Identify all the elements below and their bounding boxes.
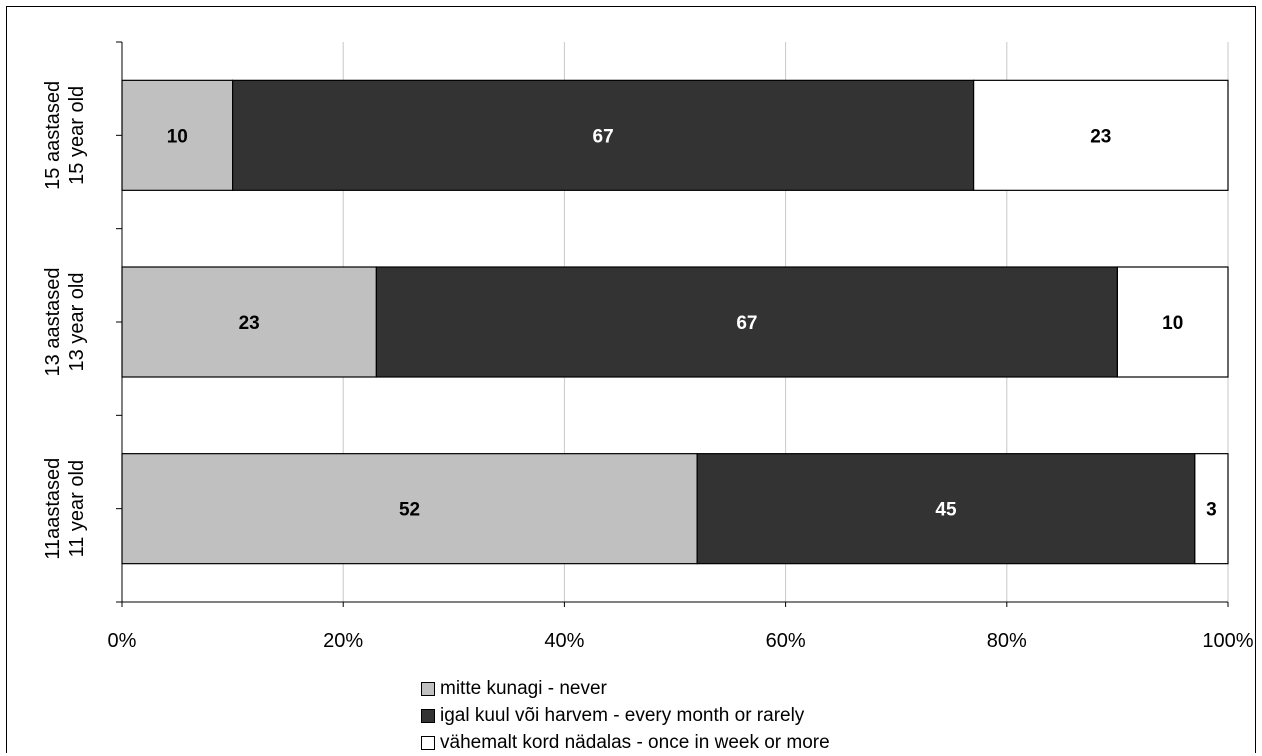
- chart-frame: 52 45 3 11aastased 11 year old 23 67 10 13 aasta…: [6, 6, 1256, 753]
- bar-segment: [1116, 266, 1229, 378]
- data-label: 45: [935, 500, 957, 521]
- legend: mitte kunagi - never igal kuul või harve…: [421, 675, 830, 756]
- category-label-line: 11 year old: [66, 460, 88, 557]
- legend-swatch-weekly: [421, 735, 435, 750]
- category-label-line: 11aastased: [42, 458, 64, 560]
- x-tick-label: 20%: [323, 630, 363, 652]
- category-label-line: 15 year old: [66, 86, 88, 185]
- x-tick-label: 80%: [987, 630, 1027, 652]
- bar-segment: [1194, 453, 1229, 565]
- legend-item-monthly: igal kuul või harvem - every month or ra…: [421, 702, 830, 729]
- x-tick-label: 100%: [1202, 630, 1253, 652]
- bar-segment: [973, 79, 1229, 191]
- data-label: 23: [1090, 126, 1111, 147]
- data-label: 67: [593, 126, 614, 147]
- category-label: 15 aastased 15 year old: [42, 81, 88, 190]
- category-label-line: 13 aastased: [42, 268, 64, 377]
- data-label: 23: [239, 313, 260, 334]
- legend-label-monthly: igal kuul või harvem - every month or ra…: [440, 705, 805, 726]
- bar-segment: [375, 266, 1119, 378]
- x-tick-label: 40%: [544, 630, 584, 652]
- data-label: 67: [736, 313, 757, 334]
- data-label: 10: [1162, 313, 1183, 334]
- bar-segment: [121, 453, 698, 565]
- stacked-bar-chart: 52 45 3 11aastased 11 year old 23 67 10 13 aasta…: [42, 41, 1254, 652]
- x-tick-label: 60%: [766, 630, 806, 652]
- category-label-line: 13 year old: [66, 273, 88, 372]
- category-label-line: 15 aastased: [42, 81, 64, 190]
- category-label: 11aastased 11 year old: [42, 458, 88, 560]
- legend-label-never: mitte kunagi - never: [440, 678, 607, 699]
- bar-segment: [696, 453, 1196, 565]
- category-label: 13 aastased 13 year old: [42, 268, 88, 377]
- legend-item-never: mitte kunagi - never: [421, 675, 830, 702]
- bar-segment: [121, 266, 377, 378]
- x-tick-label: 0%: [108, 630, 137, 652]
- legend-label-weekly: vähemalt kord nädalas - once in week or …: [440, 732, 830, 753]
- legend-swatch-never: [421, 681, 435, 696]
- data-label: 10: [167, 126, 188, 147]
- data-label: 52: [399, 500, 420, 521]
- data-label: 3: [1206, 500, 1217, 521]
- legend-item-weekly: vähemalt kord nädalas - once in week or …: [421, 729, 830, 756]
- bar-segment: [121, 79, 234, 191]
- legend-swatch-monthly: [421, 708, 435, 723]
